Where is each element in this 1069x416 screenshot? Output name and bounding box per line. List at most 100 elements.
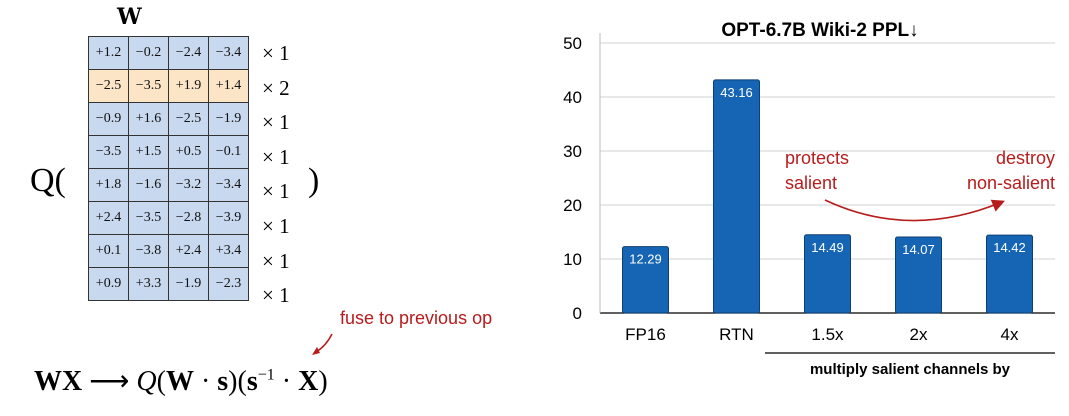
matrix-cell: +0.9 — [88, 267, 129, 301]
scale-factor: × 1 — [262, 179, 290, 204]
x-tick-label: RTN — [719, 325, 754, 344]
matrix-cell: +1.6 — [128, 102, 169, 136]
chart-title: OPT-6.7B Wiki-2 PPL↓ — [721, 20, 918, 41]
formula-s-inv: s — [246, 366, 258, 397]
matrix-label: W — [117, 4, 142, 30]
scale-factor: × 1 — [262, 144, 290, 169]
matrix-row: −3.5 +1.5 +0.5 −0.1 — [88, 135, 249, 169]
formula-dot-1: · — [200, 366, 211, 397]
x-tick-label: FP16 — [625, 325, 666, 344]
matrix-cell: +1.4 — [208, 69, 249, 103]
formula-s: s — [217, 366, 229, 397]
scale-factors: × 1 × 2 × 1 × 1 × 1 × 1 × 1 × 1 — [262, 36, 290, 313]
formula-inv-exponent: −1 — [257, 366, 275, 384]
x-tick-label: 4x — [1001, 325, 1019, 344]
matrix-cell: +3.4 — [208, 234, 249, 268]
x-tick-label: 1.5x — [811, 325, 844, 344]
ppl-bar-chart: 0 10 20 30 40 50 12.29 43.16 14.49 14.07 14.42 FP… — [563, 20, 1055, 378]
y-tick-label: 50 — [563, 34, 582, 53]
bar-value-label: 14.07 — [902, 242, 935, 257]
scale-factor: × 1 — [262, 110, 290, 135]
matrix-cell: +1.8 — [88, 168, 129, 202]
x-axis-label: multiply salient channels by — [810, 361, 1011, 378]
matrix-cell: +2.4 — [88, 201, 129, 235]
matrix-cell: −1.9 — [168, 267, 209, 301]
matrix-cell: −0.9 — [88, 102, 129, 136]
matrix-cell: −2.3 — [208, 267, 249, 301]
annotation-text: destroy — [996, 148, 1055, 168]
formula-x: X — [298, 366, 319, 397]
matrix-cell: −2.8 — [168, 201, 209, 235]
chart-bars: 12.29 43.16 14.49 14.07 14.42 — [622, 79, 1033, 314]
matrix-cell: −3.2 — [168, 168, 209, 202]
formula-w: W — [165, 366, 194, 397]
matrix-cell: −0.1 — [208, 135, 249, 169]
fuse-note: fuse to previous op — [340, 308, 493, 328]
matrix-cell: +0.1 — [88, 234, 129, 268]
bar — [713, 79, 760, 314]
bar — [895, 236, 942, 314]
quantize-close-paren: ) — [308, 162, 320, 199]
y-tick-label: 40 — [563, 88, 582, 107]
y-tick-label: 30 — [563, 142, 582, 161]
scaling-formula: WX ⟶ Q(W · s)(s−1 · X) — [34, 366, 328, 397]
matrix-cell: −2.5 — [88, 69, 129, 103]
annotation-text: protects — [785, 148, 849, 168]
annotation-text: salient — [785, 173, 837, 193]
bar-value-label: 43.16 — [720, 85, 753, 100]
scale-factor: × 1 — [262, 41, 290, 65]
matrix-cell: +1.2 — [88, 36, 129, 70]
formula-dot-2: · — [281, 366, 292, 397]
matrix-cell: +3.3 — [128, 267, 169, 301]
formula-lhs: WX — [34, 366, 83, 397]
annotation-text: non-salient — [967, 173, 1055, 193]
bar-value-label: 12.29 — [629, 252, 662, 267]
formula-q: Q — [136, 366, 157, 397]
weight-matrix: +1.2 −0.2 −2.4 −3.4 −2.5 −3.5 +1.9 +1.4 −0.9 +1.6… — [88, 36, 249, 301]
bar — [622, 246, 669, 314]
scale-factor: × 1 — [262, 283, 290, 308]
matrix-row: +1.2 −0.2 −2.4 −3.4 — [88, 36, 249, 70]
matrix-cell: +1.9 — [168, 69, 209, 103]
matrix-cell: +0.5 — [168, 135, 209, 169]
chart-annotations: protects salient destroy non-salient — [785, 148, 1055, 222]
bar — [804, 234, 851, 314]
matrix-cell: +1.5 — [128, 135, 169, 169]
salient-row: −2.5 −3.5 +1.9 +1.4 — [88, 69, 249, 103]
scale-factor: × 2 — [262, 75, 290, 100]
scale-factor: × 1 — [262, 213, 290, 238]
matrix-row: +0.1 −3.8 +2.4 +3.4 — [88, 234, 249, 268]
matrix-cell: +2.4 — [168, 234, 209, 268]
bar-value-label: 14.49 — [811, 240, 844, 255]
annotation-arrow — [824, 199, 1005, 222]
matrix-row: −0.9 +1.6 −2.5 −1.9 — [88, 102, 249, 136]
quantize-open-paren: Q( — [30, 162, 66, 199]
matrix-cell: −3.4 — [208, 168, 249, 202]
y-tick-label: 10 — [563, 250, 582, 269]
matrix-cell: −3.8 — [128, 234, 169, 268]
matrix-cell: −3.9 — [208, 201, 249, 235]
x-axis-ticks: FP16 RTN 1.5x 2x 4x — [625, 325, 1019, 344]
matrix-cell: −2.4 — [168, 36, 209, 70]
x-tick-label: 2x — [910, 325, 928, 344]
bar-value-label: 14.42 — [993, 240, 1026, 255]
matrix-row: +1.8 −1.6 −3.2 −3.4 — [88, 168, 249, 202]
scale-factor: × 1 — [262, 248, 290, 273]
y-tick-label: 20 — [563, 196, 582, 215]
y-axis-ticks: 0 10 20 30 40 50 — [563, 34, 582, 323]
bar — [986, 234, 1033, 314]
curved-arrow-icon — [312, 333, 333, 355]
matrix-cell: −2.5 — [168, 102, 209, 136]
matrix-cell: −3.4 — [208, 36, 249, 70]
matrix-cell: −3.5 — [128, 69, 169, 103]
formula-arrow: ⟶ — [89, 366, 130, 397]
matrix-cell: −1.6 — [128, 168, 169, 202]
awq-scaling-illustration: W Q( +1.2 −0.2 −2.4 −3.4 −2.5 −3.5 +1.9 +1.4 −0.… — [0, 0, 520, 416]
matrix-cell: −3.5 — [88, 135, 129, 169]
matrix-cell: −3.5 — [128, 201, 169, 235]
matrix-cell: −0.2 — [128, 36, 169, 70]
matrix-row: +2.4 −3.5 −2.8 −3.9 — [88, 201, 249, 235]
matrix-cell: −1.9 — [208, 102, 249, 136]
y-tick-label: 0 — [573, 304, 582, 323]
matrix-row: +0.9 +3.3 −1.9 −2.3 — [88, 267, 249, 301]
